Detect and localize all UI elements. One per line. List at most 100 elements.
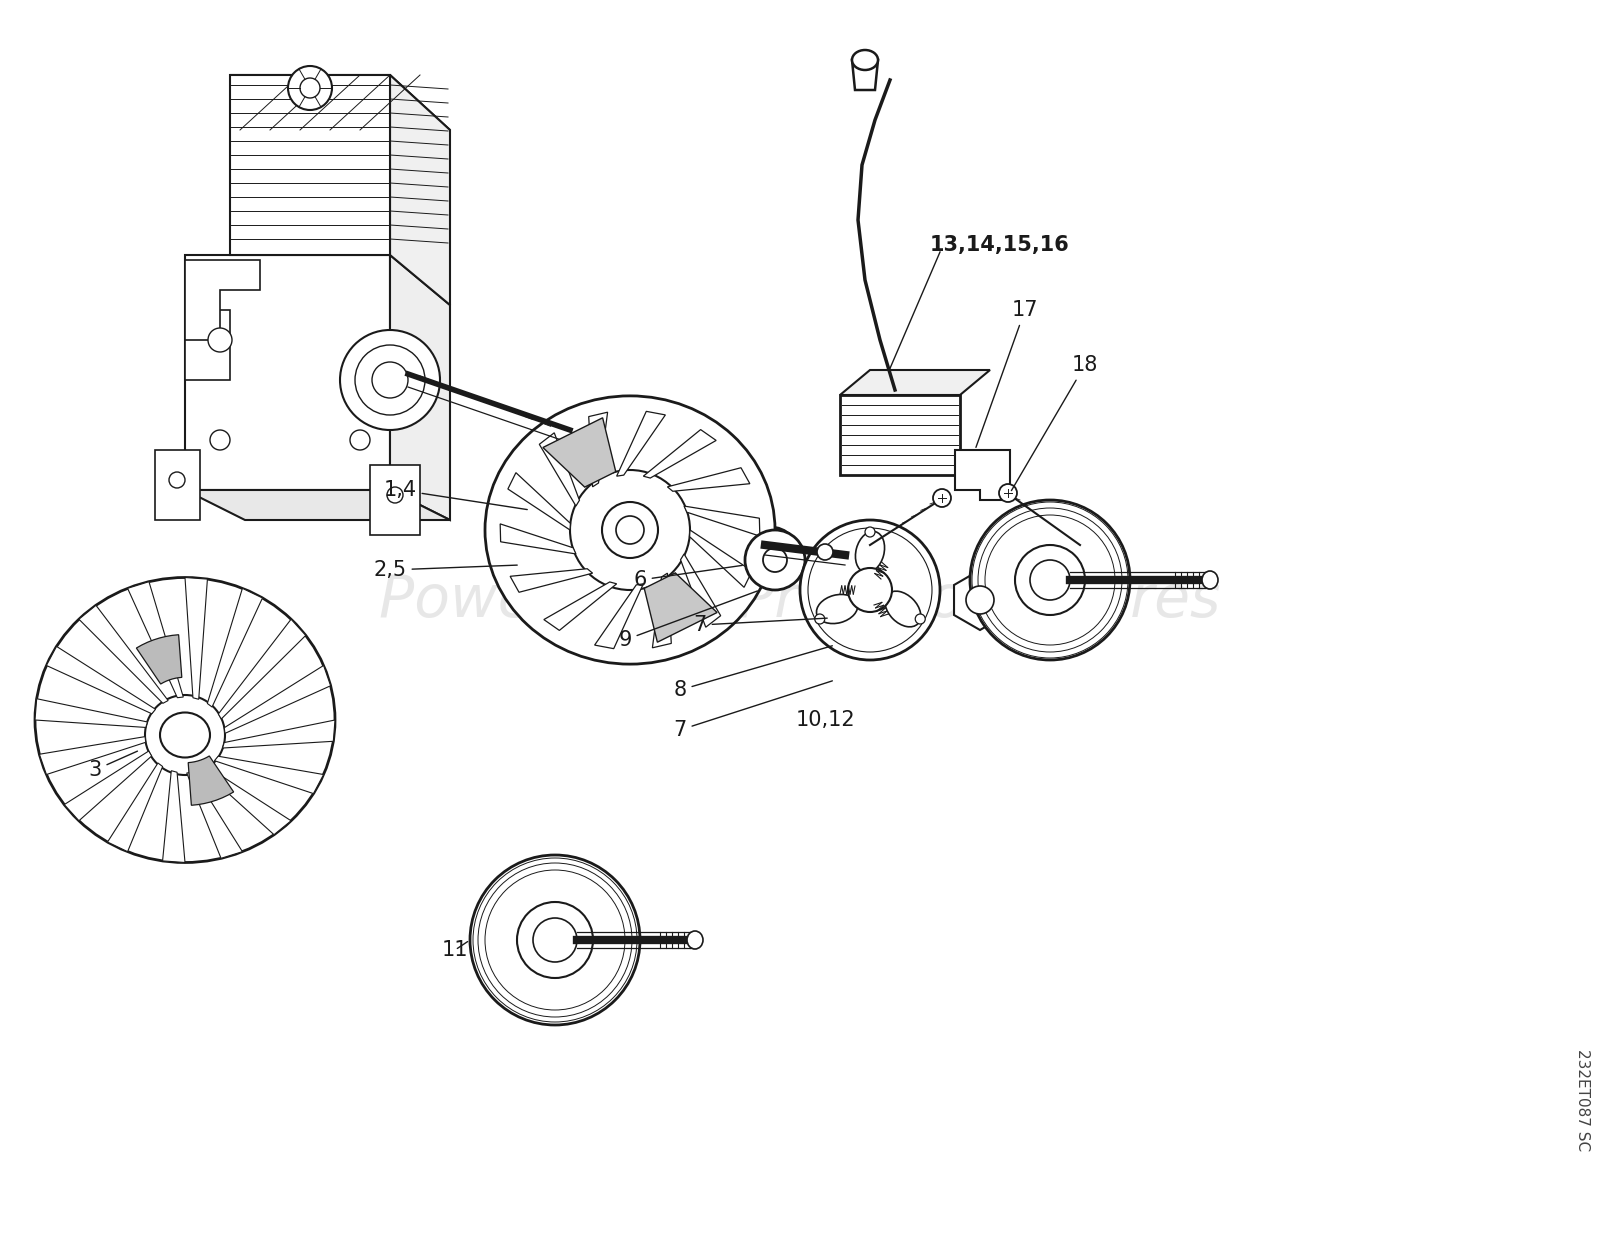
Text: 6: 6 (634, 565, 742, 590)
Polygon shape (202, 767, 291, 835)
Ellipse shape (851, 50, 878, 71)
Polygon shape (643, 429, 717, 478)
Circle shape (800, 520, 941, 660)
Text: 3: 3 (88, 752, 138, 781)
Polygon shape (186, 578, 208, 699)
Circle shape (301, 78, 320, 98)
Circle shape (814, 614, 824, 624)
Polygon shape (690, 530, 752, 588)
Polygon shape (163, 771, 186, 862)
Polygon shape (680, 554, 720, 627)
Polygon shape (645, 573, 717, 642)
Circle shape (533, 918, 578, 962)
Circle shape (602, 502, 658, 558)
Circle shape (570, 470, 690, 590)
Polygon shape (390, 76, 450, 305)
Circle shape (350, 431, 370, 449)
Polygon shape (230, 76, 390, 256)
Circle shape (208, 329, 232, 353)
Circle shape (387, 487, 403, 504)
Text: 11: 11 (442, 940, 469, 961)
Polygon shape (370, 465, 419, 535)
Circle shape (933, 488, 950, 507)
Ellipse shape (856, 531, 885, 573)
Circle shape (1030, 560, 1070, 601)
Polygon shape (501, 524, 576, 554)
Text: 17: 17 (976, 300, 1038, 447)
Polygon shape (35, 699, 147, 728)
Text: Powered by Precision Spares: Powered by Precision Spares (379, 572, 1221, 628)
Circle shape (818, 544, 834, 560)
Polygon shape (187, 772, 243, 859)
Circle shape (339, 330, 440, 431)
Text: 18: 18 (1011, 355, 1098, 491)
Ellipse shape (816, 594, 858, 623)
Polygon shape (46, 646, 155, 714)
Ellipse shape (485, 395, 774, 665)
Polygon shape (218, 619, 306, 719)
Circle shape (355, 345, 426, 415)
Circle shape (165, 715, 205, 755)
Polygon shape (595, 584, 643, 648)
Circle shape (998, 483, 1018, 502)
Polygon shape (955, 449, 1010, 500)
Polygon shape (589, 412, 608, 487)
Ellipse shape (885, 592, 920, 627)
Polygon shape (186, 261, 259, 340)
Circle shape (170, 472, 186, 488)
Text: 2,5: 2,5 (373, 560, 517, 580)
Text: 8: 8 (674, 646, 832, 700)
Polygon shape (542, 418, 616, 487)
Circle shape (915, 614, 925, 624)
Polygon shape (222, 720, 334, 748)
Polygon shape (155, 449, 200, 520)
Polygon shape (136, 635, 182, 684)
Polygon shape (653, 573, 672, 648)
Circle shape (371, 363, 408, 398)
Circle shape (848, 568, 893, 612)
Polygon shape (186, 310, 230, 380)
Polygon shape (128, 582, 184, 697)
Polygon shape (189, 755, 234, 806)
Polygon shape (214, 757, 323, 793)
Circle shape (470, 855, 640, 1025)
Polygon shape (685, 506, 760, 536)
Polygon shape (224, 666, 331, 734)
Polygon shape (851, 60, 878, 89)
Polygon shape (840, 370, 990, 395)
Circle shape (517, 901, 594, 978)
Polygon shape (507, 472, 571, 530)
Polygon shape (667, 468, 750, 491)
Polygon shape (544, 582, 616, 631)
Text: 1,4: 1,4 (384, 480, 528, 510)
Polygon shape (78, 606, 168, 704)
Ellipse shape (1202, 572, 1218, 589)
Polygon shape (230, 76, 450, 130)
Circle shape (808, 528, 931, 652)
Text: 13,14,15,16: 13,14,15,16 (930, 235, 1070, 256)
Circle shape (616, 516, 643, 544)
Text: 7: 7 (674, 681, 832, 740)
Ellipse shape (686, 930, 702, 949)
Polygon shape (954, 570, 1006, 630)
Polygon shape (208, 588, 262, 708)
Circle shape (758, 545, 782, 569)
Text: 232ET087 SC: 232ET087 SC (1574, 1049, 1589, 1151)
Circle shape (866, 528, 875, 538)
Polygon shape (510, 569, 592, 592)
Polygon shape (539, 433, 579, 506)
Polygon shape (64, 752, 152, 821)
Circle shape (210, 431, 230, 449)
Polygon shape (40, 737, 146, 774)
Ellipse shape (35, 578, 334, 862)
Polygon shape (840, 395, 960, 475)
Circle shape (970, 500, 1130, 660)
Circle shape (288, 65, 333, 110)
Circle shape (739, 528, 800, 587)
Circle shape (746, 530, 805, 590)
Circle shape (146, 695, 226, 776)
Circle shape (1014, 545, 1085, 614)
Polygon shape (390, 256, 450, 520)
Text: 7: 7 (693, 614, 827, 635)
Text: 9: 9 (618, 590, 757, 650)
